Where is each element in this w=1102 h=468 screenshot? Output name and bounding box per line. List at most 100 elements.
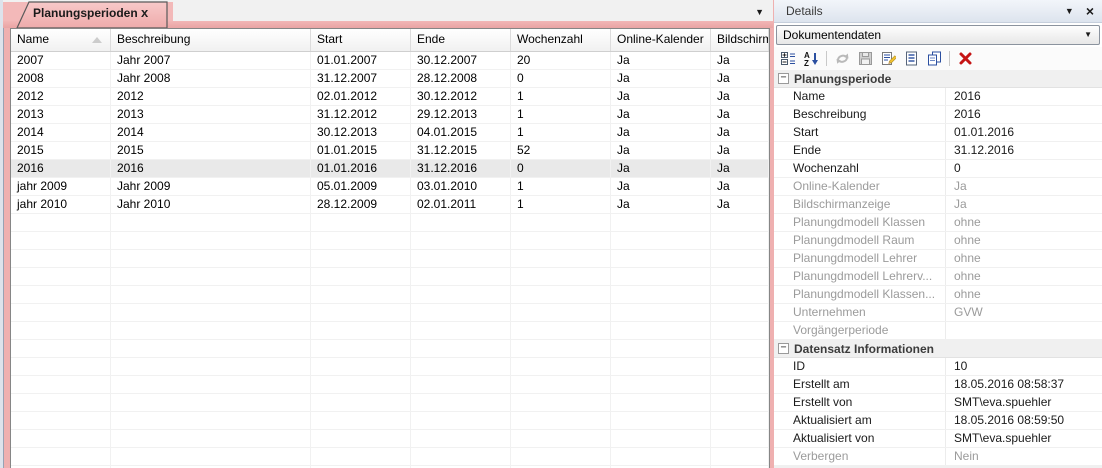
property-indent	[774, 250, 793, 267]
property-indent	[774, 214, 793, 231]
delete-button[interactable]	[954, 49, 976, 69]
table-row[interactable]: jahr 2009 Jahr 2009 05.01.2009 03.01.2010 1 J…	[11, 178, 769, 196]
property-row-id[interactable]: ID 10	[774, 358, 1102, 376]
property-value[interactable]: ohne	[954, 287, 981, 301]
property-value[interactable]: 18.05.2016 08:58:37	[954, 377, 1065, 391]
property-value[interactable]: Ja	[954, 197, 967, 211]
property-row-verbergen[interactable]: Verbergen Nein	[774, 448, 1102, 466]
edit-button[interactable]	[877, 49, 899, 69]
table-cell: 04.01.2015	[411, 124, 511, 141]
property-row-start[interactable]: Start 01.01.2016	[774, 124, 1102, 142]
table-empty-cell	[611, 448, 711, 465]
property-row-planungdmodell-klassen[interactable]: Planungdmodell Klassen ohne	[774, 214, 1102, 232]
collapse-icon[interactable]: −	[778, 73, 789, 84]
table-cell: 05.01.2009	[311, 178, 411, 195]
table-empty-cell	[711, 286, 769, 303]
property-value[interactable]: 0	[954, 161, 961, 175]
table-cell: Jahr 2008	[111, 70, 311, 87]
table-empty-cell	[711, 322, 769, 339]
property-value[interactable]: 2016	[954, 89, 981, 103]
collapse-icon[interactable]: −	[778, 343, 789, 354]
property-row-aktualisiert-am[interactable]: Aktualisiert am 18.05.2016 08:59:50	[774, 412, 1102, 430]
table-row[interactable]: 2008 Jahr 2008 31.12.2007 28.12.2008 0 Ja Ja	[11, 70, 769, 88]
property-row-ende[interactable]: Ende 31.12.2016	[774, 142, 1102, 160]
property-row-vorg-ngerperiode[interactable]: Vorgängerperiode	[774, 322, 1102, 340]
table-cell: 31.12.2016	[411, 160, 511, 177]
property-row-erstellt-von[interactable]: Erstellt von SMT\eva.spuehler	[774, 394, 1102, 412]
property-value[interactable]: GVW	[954, 305, 983, 319]
table-row[interactable]: 2013 2013 31.12.2012 29.12.2013 1 Ja Ja	[11, 106, 769, 124]
new-document-button[interactable]	[900, 49, 922, 69]
property-row-unternehmen[interactable]: Unternehmen GVW	[774, 304, 1102, 322]
property-row-name[interactable]: Name 2016	[774, 88, 1102, 106]
property-row-planungdmodell-raum[interactable]: Planungdmodell Raum ohne	[774, 232, 1102, 250]
property-value[interactable]: 01.01.2016	[954, 125, 1015, 139]
property-value[interactable]: 10	[954, 359, 968, 373]
property-value[interactable]: ohne	[954, 251, 981, 265]
property-value[interactable]: SMT\eva.spuehler	[954, 395, 1052, 409]
table-cell: 1	[511, 178, 611, 195]
column-header-beschreibung[interactable]: Beschreibung	[111, 29, 311, 51]
column-header-ende[interactable]: Ende	[411, 29, 511, 51]
table-cell: 1	[511, 196, 611, 213]
table-empty-cell	[611, 268, 711, 285]
property-row-erstellt-am[interactable]: Erstellt am 18.05.2016 08:58:37	[774, 376, 1102, 394]
property-row-wochenzahl[interactable]: Wochenzahl 0	[774, 160, 1102, 178]
table-row[interactable]: 2012 2012 02.01.2012 30.12.2012 1 Ja Ja	[11, 88, 769, 106]
table-cell: Ja	[711, 88, 769, 105]
categorized-view-button[interactable]	[777, 49, 799, 69]
table-cell: 2015	[11, 142, 111, 159]
table-row[interactable]: 2014 2014 30.12.2013 04.01.2015 1 Ja Ja	[11, 124, 769, 142]
property-value[interactable]: ohne	[954, 215, 981, 229]
table-empty-cell	[711, 358, 769, 375]
table-empty-row	[11, 412, 769, 430]
property-indent	[774, 394, 793, 411]
property-value[interactable]: 18.05.2016 08:59:50	[954, 413, 1065, 427]
property-row-planungdmodell-lehrerv[interactable]: Planungdmodell Lehrerv... ohne	[774, 268, 1102, 286]
copy-button[interactable]	[923, 49, 945, 69]
section-header-planungsperiode[interactable]: − Planungsperiode	[774, 70, 1102, 88]
property-row-bildschirmanzeige[interactable]: Bildschirmanzeige Ja	[774, 196, 1102, 214]
table-cell: 2014	[11, 124, 111, 141]
section-header-datensatz-informationen[interactable]: − Datensatz Informationen	[774, 340, 1102, 358]
details-combobox[interactable]: Dokumentendaten ▼	[776, 25, 1100, 45]
sort-az-button[interactable]: A Z	[800, 49, 822, 69]
column-header-start[interactable]: Start	[311, 29, 411, 51]
column-header-bildschirm[interactable]: Bildschirm	[711, 29, 769, 51]
column-header-wochenzahl[interactable]: Wochenzahl	[511, 29, 611, 51]
table-row[interactable]: 2016 2016 01.01.2016 31.12.2016 0 Ja Ja	[11, 160, 769, 178]
table-row[interactable]: 2015 2015 01.01.2015 31.12.2015 52 Ja Ja	[11, 142, 769, 160]
column-header-online-kalender[interactable]: Online-Kalender	[611, 29, 711, 51]
table-empty-cell	[511, 376, 611, 393]
property-row-planungdmodell-klassen[interactable]: Planungdmodell Klassen... ohne	[774, 286, 1102, 304]
property-value[interactable]: Nein	[954, 449, 979, 463]
property-row-online-kalender[interactable]: Online-Kalender Ja	[774, 178, 1102, 196]
property-value[interactable]	[946, 322, 1102, 339]
table-row[interactable]: jahr 2010 Jahr 2010 28.12.2009 02.01.2011 1 J…	[11, 196, 769, 214]
property-value[interactable]: ohne	[954, 269, 981, 283]
tab-list-dropdown-icon[interactable]: ▼	[755, 7, 764, 17]
property-indent	[774, 412, 793, 429]
panel-close-icon[interactable]: ×	[1085, 3, 1094, 19]
property-label: Erstellt am	[793, 376, 946, 393]
panel-menu-icon[interactable]: ▼	[1064, 5, 1074, 16]
property-value[interactable]: Ja	[954, 179, 967, 193]
property-row-beschreibung[interactable]: Beschreibung 2016	[774, 106, 1102, 124]
column-header-name[interactable]: Name	[11, 29, 111, 51]
table-empty-cell	[511, 304, 611, 321]
property-row-planungdmodell-lehrer[interactable]: Planungdmodell Lehrer ohne	[774, 250, 1102, 268]
property-value[interactable]: ohne	[954, 233, 981, 247]
table-row[interactable]: 2007 Jahr 2007 01.01.2007 30.12.2007 20 Ja Ja	[11, 52, 769, 70]
tab-close-icon[interactable]: x	[141, 5, 149, 20]
property-value[interactable]: 31.12.2016	[954, 143, 1015, 157]
property-value[interactable]: 2016	[954, 107, 981, 121]
property-value[interactable]: SMT\eva.spuehler	[954, 431, 1052, 445]
property-label: Planungdmodell Klassen...	[793, 286, 946, 303]
table-empty-cell	[711, 214, 769, 231]
table-cell: 2012	[11, 88, 111, 105]
property-row-aktualisiert-von[interactable]: Aktualisiert von SMT\eva.spuehler	[774, 430, 1102, 448]
table-empty-cell	[611, 232, 711, 249]
table-cell: 2007	[11, 52, 111, 69]
table-empty-cell	[311, 322, 411, 339]
table-empty-cell	[511, 340, 611, 357]
